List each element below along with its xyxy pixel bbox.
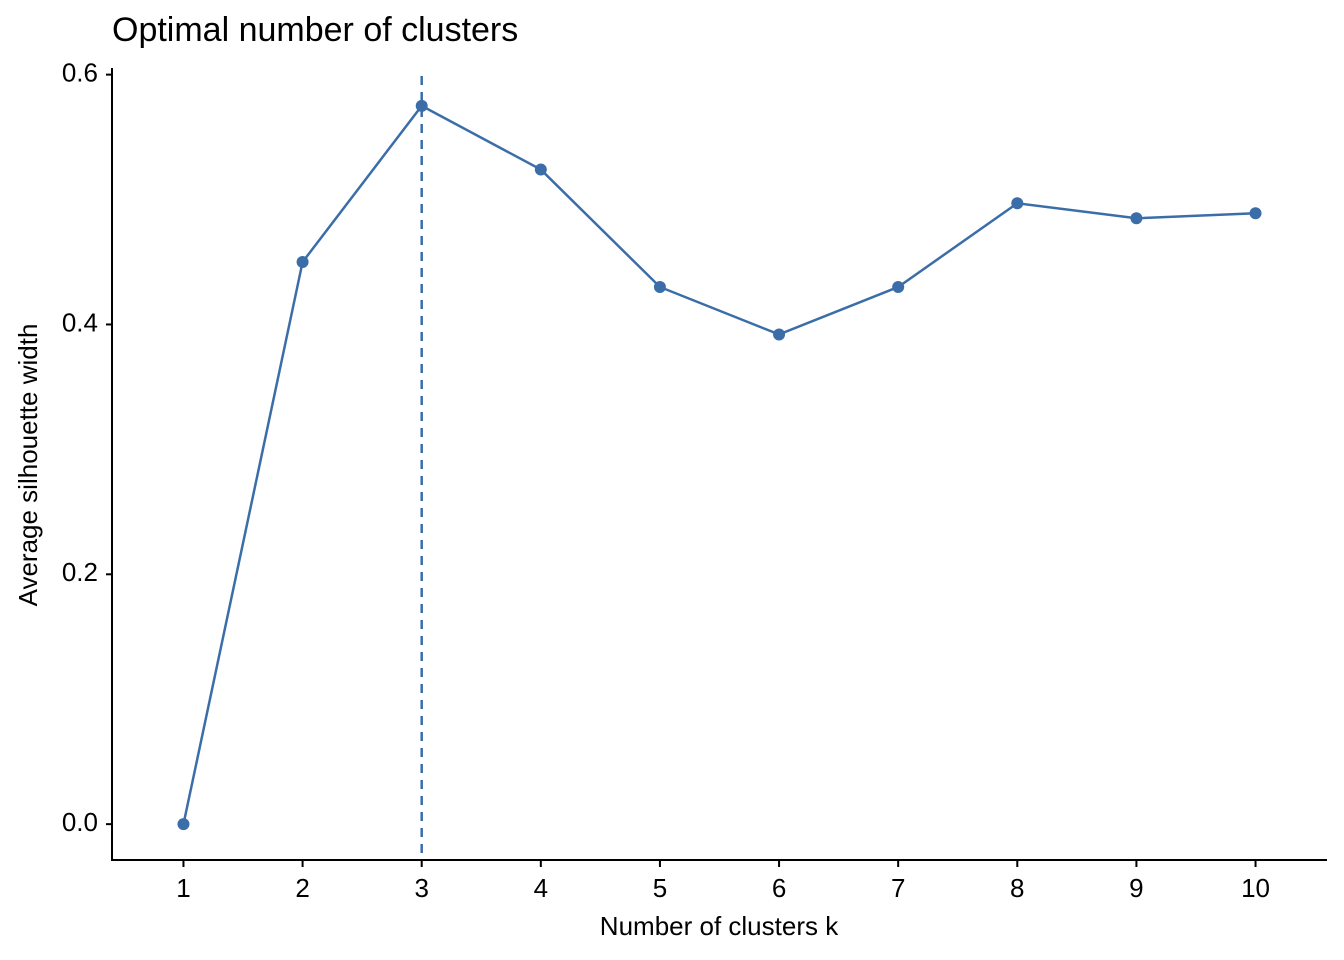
- point: [1249, 207, 1262, 220]
- y-tick-label: 0.6: [62, 57, 98, 87]
- y-axis-label: Average silhouette width: [13, 324, 43, 607]
- point: [296, 256, 309, 269]
- x-tick-label: 10: [1241, 873, 1270, 903]
- point: [892, 280, 905, 293]
- x-tick-label: 7: [891, 873, 905, 903]
- point: [534, 163, 547, 176]
- y-tick-label: 0.0: [62, 807, 98, 837]
- x-tick-label: 6: [772, 873, 786, 903]
- point: [1130, 212, 1143, 225]
- x-tick-label: 5: [653, 873, 667, 903]
- y-tick-label: 0.2: [62, 557, 98, 587]
- x-tick-label: 8: [1010, 873, 1024, 903]
- x-axis-label: Number of clusters k: [600, 911, 839, 941]
- x-tick-label: 4: [534, 873, 548, 903]
- point: [653, 280, 666, 293]
- point: [1011, 197, 1024, 210]
- x-tick-label: 1: [176, 873, 190, 903]
- point: [415, 99, 428, 112]
- point: [177, 818, 190, 831]
- x-tick-label: 3: [414, 873, 428, 903]
- y-tick-label: 0.4: [62, 307, 98, 337]
- x-tick-label: 2: [295, 873, 309, 903]
- point: [773, 328, 786, 341]
- series-line: [182, 104, 1256, 825]
- x-tick-label: 9: [1129, 873, 1143, 903]
- chart-title: Optimal number of clusters: [112, 11, 518, 49]
